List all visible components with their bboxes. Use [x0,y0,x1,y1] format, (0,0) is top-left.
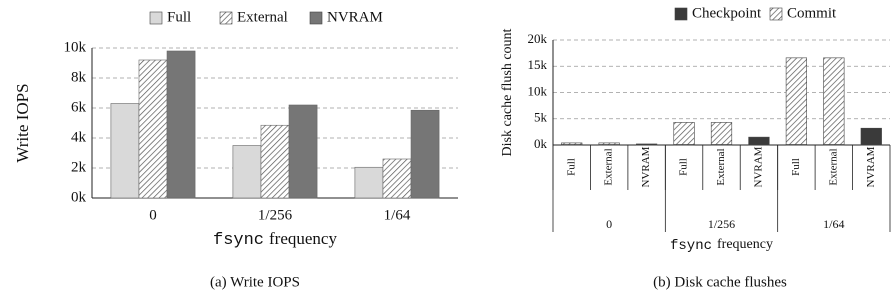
bar [410,109,440,199]
group-label: 1/64 [823,217,844,231]
bar-segment [785,57,807,145]
x-tick-label: 0 [149,207,157,223]
x-axis-label-code: fsync [670,238,712,254]
bar [166,50,196,199]
x-tick-label: External [715,148,727,185]
x-tick-label: 1/256 [258,207,293,223]
bar [382,158,412,199]
bar [260,124,290,199]
legend-swatch [219,11,233,25]
y-tick-label: 0k [71,189,87,205]
x-tick-label: Full [790,158,802,176]
x-axis-label-code: fsync [213,231,264,250]
legend-swatch [149,11,163,25]
x-tick-label: 1/64 [384,207,411,223]
bar-segment [636,143,658,146]
legend-label: External [237,9,288,25]
bar [232,145,262,199]
x-axis-label-text: frequency [717,237,773,252]
y-tick-label: 20k [528,31,548,46]
x-tick-label: Full [565,158,577,176]
x-tick-label: NVRAM [752,146,764,187]
legend-label: Commit [787,5,837,21]
x-axis-label: fsync frequency [670,237,773,253]
y-tick-label: 4k [71,129,87,145]
y-tick-label: 2k [71,159,87,175]
bar [110,103,140,199]
group-label: 0 [606,217,612,231]
bar [288,104,318,199]
legend-label: Full [167,9,191,25]
legend-label: NVRAM [327,9,383,25]
bar-segment [673,122,695,145]
caption: (b) Disk cache flushes [653,274,787,290]
legend-swatch [309,11,323,25]
x-axis-label-text: frequency [269,229,337,248]
bar-segment [710,122,733,145]
bar-segment [860,127,882,146]
group-label: 1/256 [708,217,735,231]
x-tick-label: External [827,148,839,185]
y-axis-label: Write IOPS [13,83,32,162]
y-tick-label: 0k [534,136,548,151]
x-tick-label: Full [678,158,690,176]
y-tick-label: 15k [528,57,548,72]
x-tick-label: External [603,148,615,185]
bar-segment [748,136,770,146]
y-axis-label: Disk cache flush count [500,28,515,156]
y-tick-label: 10k [64,39,87,55]
y-tick-label: 5k [534,110,548,125]
caption: (a) Write IOPS [210,274,300,290]
legend-label: Checkpoint [692,5,762,21]
bar [354,166,384,199]
bar-segment [598,142,620,145]
bar-segment [561,142,583,145]
x-axis-label: fsync frequency [213,229,337,251]
bar-segment [823,57,845,145]
y-tick-label: 6k [71,99,87,115]
legend-swatch [674,7,688,21]
x-tick-label: NVRAM [865,146,877,187]
y-tick-label: 8k [71,69,87,85]
bar [138,59,168,199]
x-tick-label: NVRAM [640,146,652,187]
legend-swatch [769,7,783,21]
y-tick-label: 10k [528,83,548,98]
